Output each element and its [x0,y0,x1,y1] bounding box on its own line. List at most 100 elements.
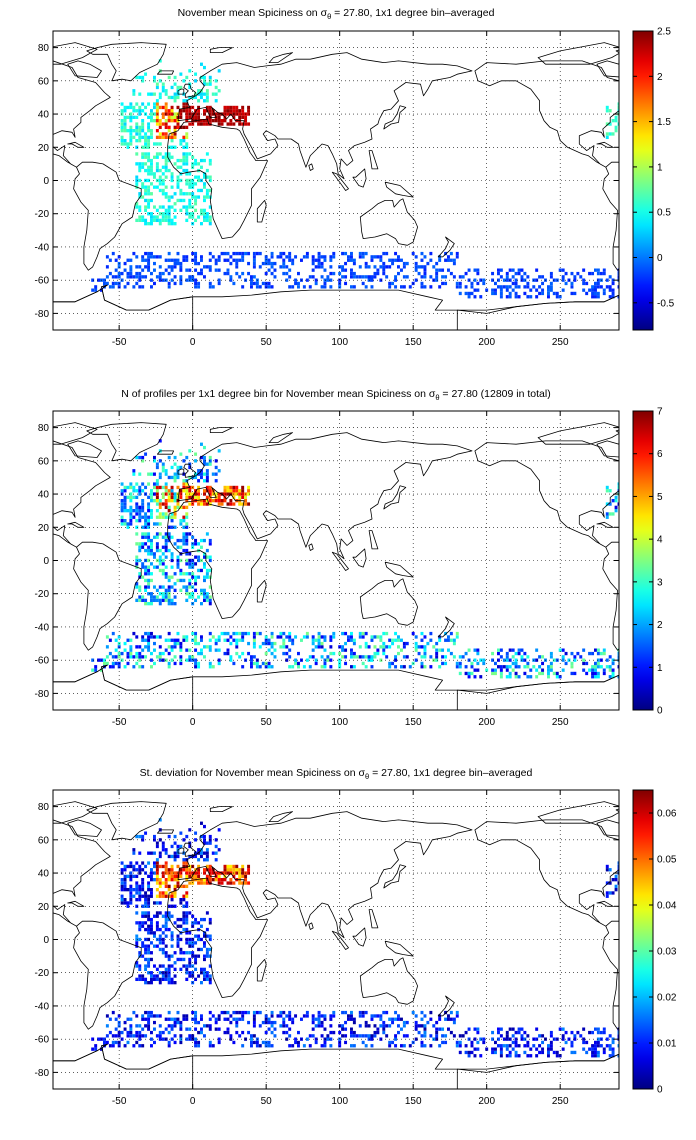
data-cell [238,871,242,875]
coastline-svalbard [209,427,233,434]
coastline-ireland [177,88,185,95]
data-cell [282,1020,286,1025]
data-cell [194,941,198,945]
data-cell [141,1017,145,1021]
data-cell [153,934,156,938]
data-cell [141,145,145,149]
data-cell [255,1040,259,1045]
data-cell [329,1044,333,1048]
data-cell [153,75,156,80]
data-cell [138,1037,142,1041]
data-cell [176,185,180,189]
data-cell [182,258,186,262]
data-cell [155,208,159,213]
data-cell [594,648,597,652]
data-cell [441,661,445,666]
data-cell [200,75,203,80]
data-cell [170,565,174,569]
data-cell [238,115,242,120]
data-cell [244,115,248,120]
data-cell [108,638,112,642]
data-cell [155,864,159,869]
data-cell [247,492,251,496]
data-cell [388,281,392,286]
data-cell [147,961,151,965]
data-cell [182,861,186,865]
data-cell [179,538,183,543]
data-cell [129,871,133,875]
data-cell [170,268,174,272]
data-cell [414,658,418,662]
data-cell [150,602,153,606]
data-cell [144,565,148,569]
data-cell [238,122,242,126]
data-cell [329,271,333,276]
x-tick-label: 200 [478,717,495,728]
data-cell [194,661,198,666]
data-cell [141,894,145,898]
colorbar-tick-label: 2.5 [657,27,671,38]
data-cell [158,122,162,126]
data-cell [200,95,203,100]
data-cell [300,638,303,642]
data-cell [288,251,292,256]
data-cell [438,648,442,652]
data-cell [320,255,324,259]
data-cell [573,671,577,676]
data-cell [203,917,206,922]
data-cell [499,285,503,289]
data-cell [182,155,186,159]
data-cell [158,271,162,276]
data-cell [576,271,580,276]
data-cell [170,552,174,556]
data-cell [373,265,377,269]
data-cell [208,492,212,496]
data-cell [523,665,527,669]
data-cell [158,878,162,882]
data-cell [226,868,230,872]
data-cell [226,881,230,885]
data-cell [153,281,156,286]
data-cell [302,255,306,259]
data-cell [241,868,245,872]
data-cell [167,135,171,140]
data-cell [232,122,236,126]
data-cell [105,1014,109,1018]
data-cell [473,648,477,652]
data-cell [129,874,133,879]
data-cell [364,645,368,649]
coastline-australia [359,578,419,626]
data-cell [605,891,609,895]
data-cell [167,475,171,480]
data-cell [217,661,221,666]
data-cell [411,1010,415,1015]
data-cell [170,492,174,496]
data-cell [535,268,539,272]
data-cell [205,215,209,219]
data-cell [170,465,174,470]
data-cell [397,1014,400,1018]
data-cell [291,1020,295,1025]
data-cell [514,295,518,299]
data-cell [200,258,203,262]
data-cell [150,598,153,603]
data-cell [144,532,148,536]
data-cell [158,459,162,463]
data-cell [141,954,145,958]
data-cell [138,924,142,928]
data-cell [214,499,218,503]
data-cell [350,651,353,656]
data-cell [164,215,168,219]
data-cell [150,255,153,259]
data-cell [241,255,245,259]
data-cell [167,195,171,199]
data-cell [164,648,168,652]
data-cell [150,592,153,596]
data-cell [158,1024,162,1028]
data-cell [311,1014,315,1018]
data-cell [150,129,153,133]
data-cell [179,874,183,879]
data-cell [203,65,206,70]
data-cell [164,878,168,882]
data-cell [288,1010,292,1015]
